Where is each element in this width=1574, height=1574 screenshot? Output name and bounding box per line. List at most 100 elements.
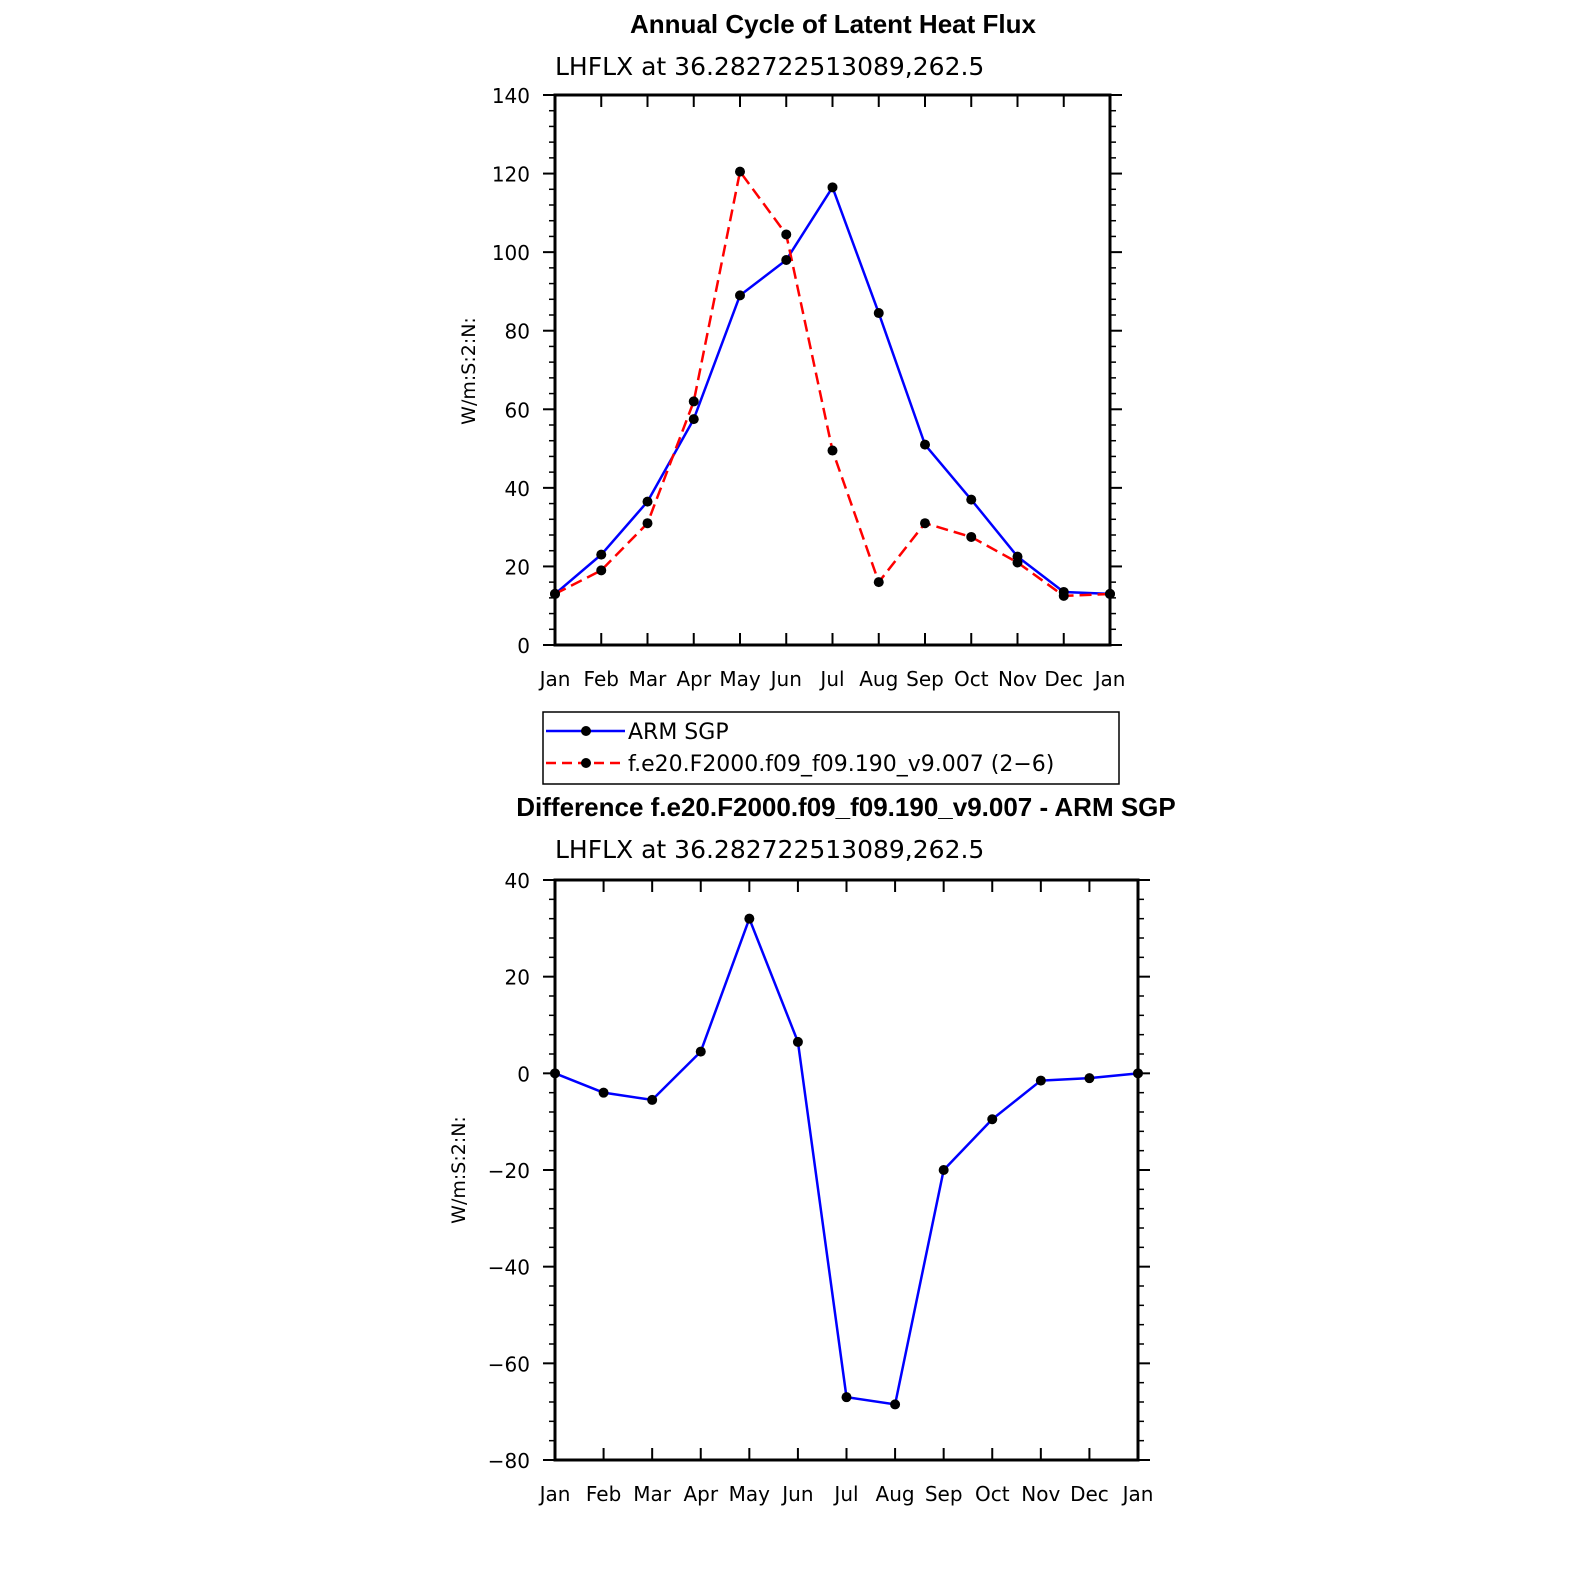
legend-entry-model: f.e20.F2000.f09_f09.190_v9.007 (2−6)	[546, 752, 1054, 777]
data-point-0	[1133, 1068, 1143, 1079]
data-point-0	[744, 913, 755, 924]
y-tick-label: 0	[517, 634, 530, 658]
x-tick-label: Nov	[1021, 1482, 1060, 1506]
axis-ticks	[543, 94, 1122, 646]
data-point-1	[781, 229, 792, 240]
legend: ARM SGP f.e20.F2000.f09_f09.190_v9.007 (…	[542, 711, 1120, 785]
y-tick-label: 120	[492, 163, 530, 187]
chart-title: Difference f.e20.F2000.f09_f09.190_v9.00…	[516, 792, 1176, 822]
x-tick-label: Dec	[1044, 667, 1083, 691]
data-point-1	[966, 531, 977, 542]
series-line-1	[554, 170, 1111, 598]
x-tick-label: May	[729, 1482, 771, 1506]
x-tick-label: Apr	[683, 1482, 718, 1506]
legend-entry-arm-sgp: ARM SGP	[546, 720, 729, 745]
tick-labels: Jan Feb Mar Apr May Jun Jul Aug Sep Oct Nov Dec Jan 0…	[492, 84, 1126, 691]
y-tick-label: 40	[505, 869, 530, 893]
axis-ticks	[543, 879, 1150, 1461]
data-point-0	[920, 439, 930, 450]
x-tick-label: Jun	[769, 667, 802, 691]
y-tick-label: −60	[488, 1352, 530, 1376]
x-tick-label: Dec	[1070, 1482, 1109, 1506]
plot-frame	[553, 878, 1140, 1462]
y-tick-label: 100	[492, 241, 530, 265]
x-tick-label: Oct	[954, 667, 989, 691]
y-tick-label: 0	[517, 1062, 530, 1086]
data-point-0	[781, 255, 792, 265]
data-point-0	[550, 1068, 560, 1079]
data-point-0	[598, 1087, 609, 1098]
data-point-1	[550, 588, 560, 599]
x-tick-label: Jun	[780, 1482, 813, 1506]
x-tick-label: Feb	[584, 667, 619, 691]
x-tick-label: Aug	[876, 1482, 915, 1506]
y-axis-label: W/m:S:2:N:	[448, 1116, 470, 1224]
x-tick-label: Jul	[832, 1482, 858, 1506]
x-tick-label: Oct	[975, 1482, 1010, 1506]
data-point-1	[642, 518, 653, 529]
data-point-0	[890, 1399, 901, 1410]
data-point-1	[827, 445, 838, 456]
data-point-1	[873, 577, 884, 588]
points-layer	[550, 913, 1143, 1410]
data-point-1	[1058, 590, 1069, 601]
legend-label-model: f.e20.F2000.f09_f09.190_v9.007 (2−6)	[628, 752, 1054, 777]
x-tick-label: Jul	[818, 667, 844, 691]
x-tick-label: Mar	[629, 667, 668, 691]
series-line-0	[554, 917, 1139, 1406]
legend-label-arm-sgp: ARM SGP	[628, 720, 729, 745]
data-point-1	[920, 518, 930, 529]
data-point-0	[647, 1094, 658, 1105]
data-point-0	[827, 182, 838, 193]
y-tick-label: 140	[492, 84, 530, 108]
chart-subtitle: LHFLX at 36.282722513089,262.5	[555, 52, 984, 81]
legend-marker-model	[581, 758, 591, 768]
x-tick-label: Jan	[538, 1482, 571, 1506]
data-point-0	[938, 1165, 949, 1175]
x-tick-label: Jan	[1093, 667, 1126, 691]
y-tick-label: 20	[505, 966, 530, 990]
x-tick-label: May	[719, 667, 761, 691]
x-tick-label: Jan	[1121, 1482, 1154, 1506]
y-axis-label: W/m:S:2:N:	[458, 317, 480, 425]
y-tick-label: −20	[488, 1159, 530, 1183]
data-point-0	[735, 290, 745, 301]
data-point-1	[688, 396, 699, 407]
data-point-1	[1012, 557, 1023, 568]
data-point-0	[1084, 1073, 1095, 1084]
data-point-0	[688, 414, 699, 425]
chart-subtitle: LHFLX at 36.282722513089,262.5	[555, 835, 984, 864]
y-tick-label: 60	[505, 398, 530, 422]
series-layer	[554, 917, 1139, 1406]
legend-marker-arm-sgp	[581, 726, 591, 736]
chart-title: Annual Cycle of Latent Heat Flux	[630, 9, 1036, 39]
difference-chart: Difference f.e20.F2000.f09_f09.190_v9.00…	[448, 792, 1176, 1506]
x-tick-label: Jan	[538, 667, 571, 691]
y-tick-label: 20	[505, 555, 530, 579]
x-tick-label: Mar	[633, 1482, 672, 1506]
data-point-0	[841, 1392, 852, 1403]
data-point-0	[966, 494, 977, 505]
x-tick-label: Nov	[998, 667, 1037, 691]
data-point-1	[596, 565, 607, 576]
y-tick-label: −40	[488, 1256, 530, 1280]
data-point-1	[735, 166, 745, 177]
data-point-1	[1105, 588, 1115, 599]
data-point-0	[987, 1114, 998, 1125]
data-point-0	[792, 1036, 803, 1047]
x-tick-label: Feb	[586, 1482, 621, 1506]
x-tick-label: Apr	[676, 667, 711, 691]
data-point-0	[695, 1046, 706, 1057]
x-tick-label: Sep	[906, 667, 944, 691]
y-tick-label: −80	[488, 1449, 530, 1473]
series-line-0	[554, 186, 1111, 596]
x-tick-label: Aug	[859, 667, 898, 691]
x-tick-label: Sep	[925, 1482, 963, 1506]
data-point-0	[642, 496, 653, 507]
points-layer	[550, 166, 1115, 601]
data-point-0	[873, 308, 884, 319]
y-tick-label: 40	[505, 477, 530, 501]
y-tick-label: 80	[505, 320, 530, 344]
annual-cycle-chart: Annual Cycle of Latent Heat Flux LHFLX a…	[458, 9, 1126, 785]
